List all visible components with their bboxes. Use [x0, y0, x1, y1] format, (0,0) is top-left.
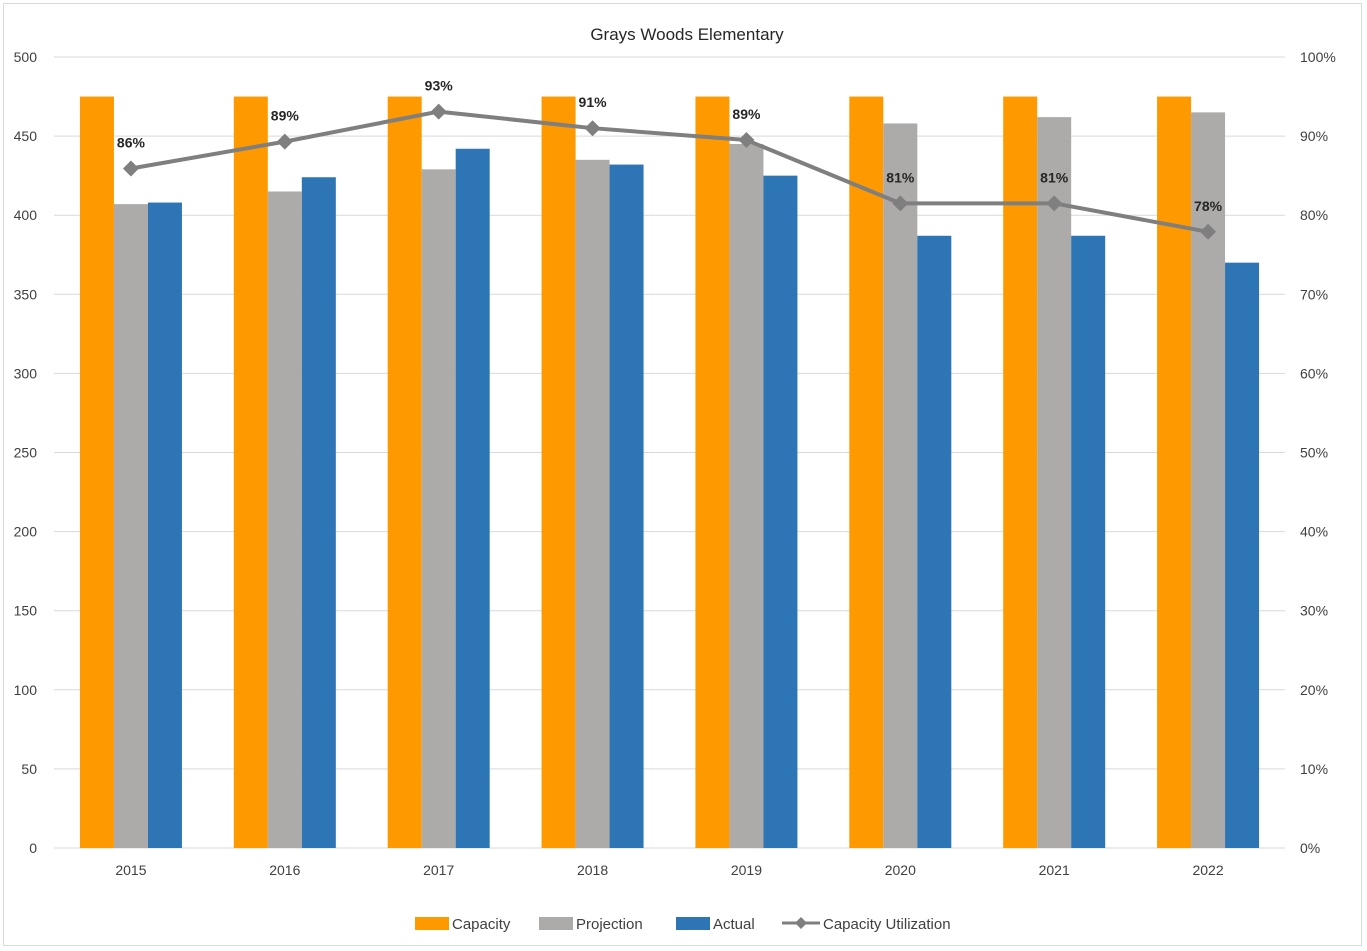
utilization-data-label-2019: 89%	[732, 106, 761, 122]
legend-swatch-projection	[539, 917, 573, 930]
bar-actual-2015	[147, 202, 182, 848]
legend: Capacity Projection Actual Capacity Utiliza…	[415, 916, 951, 933]
utilization-data-label-2020: 81%	[886, 169, 915, 185]
utilization-line: 86% 89% 93% 91% 89% 81% 81% 78%	[117, 78, 1223, 240]
legend-marker-capacity-utilization	[795, 917, 807, 929]
y2-tick-label: 50%	[1300, 445, 1328, 461]
bar-projection-2020	[883, 123, 918, 849]
y2-tick-label: 90%	[1300, 128, 1328, 144]
utilization-data-label-2021: 81%	[1040, 169, 1069, 185]
utilization-data-label-2022: 78%	[1194, 198, 1223, 214]
legend-label-capacity-utilization: Capacity Utilization	[823, 916, 951, 933]
bars	[79, 96, 1260, 849]
legend-swatch-capacity	[415, 917, 449, 930]
utilization-polyline	[130, 109, 1209, 234]
y2-tick-label: 100%	[1300, 49, 1336, 65]
y-tick-label: 300	[14, 365, 38, 381]
x-tick-label: 2021	[1039, 862, 1070, 878]
legend-swatch-actual	[676, 917, 710, 930]
utilization-data-label-2017: 93%	[425, 78, 454, 94]
bar-actual-2017	[455, 148, 490, 849]
bar-projection-2018	[575, 159, 610, 848]
x-tick-label: 2016	[269, 862, 300, 878]
x-tick-label: 2020	[885, 862, 916, 878]
utilization-data-label-2015: 86%	[117, 135, 146, 151]
x-tick-label: 2017	[423, 862, 454, 878]
bar-actual-2020	[917, 235, 952, 849]
y-tick-label: 0	[29, 840, 37, 856]
legend-label-projection: Projection	[576, 916, 643, 933]
utilization-marker-2022	[1200, 223, 1217, 240]
x-tick-label: 2018	[577, 862, 608, 878]
y-tick-label: 200	[14, 524, 38, 540]
y-axis-right: 0% 10% 20% 30% 40% 50% 60% 70% 80% 90% 100%	[1300, 49, 1336, 856]
bar-capacity-2018	[541, 96, 576, 849]
chart-title: Grays Woods Elementary	[590, 25, 784, 44]
y2-tick-label: 40%	[1300, 524, 1328, 540]
bar-actual-2022	[1225, 262, 1260, 848]
utilization-marker-2019	[738, 132, 755, 149]
y2-tick-label: 60%	[1300, 365, 1328, 381]
y-tick-label: 350	[14, 286, 38, 302]
utilization-data-label-2016: 89%	[271, 108, 300, 124]
utilization-marker-2021	[1046, 195, 1063, 212]
utilization-marker-2017	[430, 103, 447, 120]
x-tick-label: 2015	[115, 862, 146, 878]
bar-capacity-2015	[79, 96, 114, 849]
legend-label-actual: Actual	[713, 916, 755, 933]
bar-projection-2021	[1037, 117, 1072, 849]
bar-capacity-2021	[1003, 96, 1038, 849]
y2-tick-label: 30%	[1300, 603, 1328, 619]
y-axis-left: 0 50 100 150 200 250 300 350 400 450 500	[14, 49, 38, 856]
bar-capacity-2022	[1157, 96, 1192, 849]
y2-tick-label: 0%	[1300, 840, 1320, 856]
y2-tick-label: 10%	[1300, 761, 1328, 777]
x-axis: 2015 2016 2017 2018 2019 2020 2021 2022	[115, 862, 1223, 878]
bar-projection-2017	[421, 169, 456, 848]
y-tick-label: 250	[14, 445, 38, 461]
bar-actual-2016	[301, 177, 336, 848]
utilization-marker-2016	[276, 133, 293, 150]
bar-projection-2016	[267, 191, 302, 849]
bar-projection-2019	[729, 144, 764, 848]
y-tick-label: 450	[14, 128, 38, 144]
y-tick-label: 500	[14, 49, 38, 65]
bar-capacity-2016	[233, 96, 268, 849]
x-tick-label: 2019	[731, 862, 762, 878]
x-tick-label: 2022	[1192, 862, 1223, 878]
bar-capacity-2017	[387, 96, 422, 849]
chart-frame	[3, 3, 1362, 946]
legend-label-capacity: Capacity	[452, 916, 511, 933]
y-tick-label: 150	[14, 603, 38, 619]
bar-projection-2015	[113, 204, 148, 849]
bar-projection-2022	[1191, 112, 1226, 849]
utilization-marker-2015	[122, 160, 139, 177]
bar-actual-2019	[763, 175, 798, 848]
y-tick-label: 100	[14, 682, 38, 698]
utilization-data-label-2018: 91%	[579, 94, 608, 110]
y2-tick-label: 70%	[1300, 286, 1328, 302]
utilization-marker-2020	[892, 195, 909, 212]
bar-capacity-2019	[695, 96, 730, 849]
y-tick-label: 50	[21, 761, 37, 777]
bar-capacity-2020	[849, 96, 884, 849]
y2-tick-label: 20%	[1300, 682, 1328, 698]
y-tick-label: 400	[14, 207, 38, 223]
bar-actual-2021	[1071, 235, 1106, 849]
y2-tick-label: 80%	[1300, 207, 1328, 223]
utilization-marker-2018	[584, 120, 601, 137]
bar-actual-2018	[609, 164, 644, 849]
